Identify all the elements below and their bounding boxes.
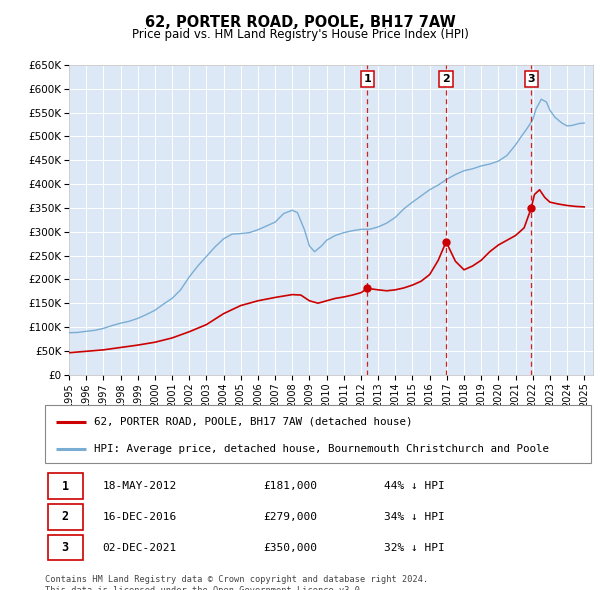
Text: 34% ↓ HPI: 34% ↓ HPI — [383, 512, 444, 522]
Text: 3: 3 — [62, 541, 69, 554]
Text: 2: 2 — [442, 74, 450, 84]
Text: 44% ↓ HPI: 44% ↓ HPI — [383, 481, 444, 491]
Text: 1: 1 — [62, 480, 69, 493]
Text: £181,000: £181,000 — [263, 481, 317, 491]
Text: £350,000: £350,000 — [263, 543, 317, 552]
FancyBboxPatch shape — [45, 405, 591, 463]
FancyBboxPatch shape — [48, 504, 83, 530]
Text: Contains HM Land Registry data © Crown copyright and database right 2024.
This d: Contains HM Land Registry data © Crown c… — [45, 575, 428, 590]
Text: 62, PORTER ROAD, POOLE, BH17 7AW: 62, PORTER ROAD, POOLE, BH17 7AW — [145, 15, 455, 30]
FancyBboxPatch shape — [48, 473, 83, 499]
Text: HPI: Average price, detached house, Bournemouth Christchurch and Poole: HPI: Average price, detached house, Bour… — [94, 444, 549, 454]
FancyBboxPatch shape — [48, 535, 83, 560]
Text: 3: 3 — [527, 74, 535, 84]
Text: 2: 2 — [62, 510, 69, 523]
Text: 18-MAY-2012: 18-MAY-2012 — [103, 481, 176, 491]
Text: 62, PORTER ROAD, POOLE, BH17 7AW (detached house): 62, PORTER ROAD, POOLE, BH17 7AW (detach… — [94, 417, 413, 427]
Text: 32% ↓ HPI: 32% ↓ HPI — [383, 543, 444, 552]
Text: Price paid vs. HM Land Registry's House Price Index (HPI): Price paid vs. HM Land Registry's House … — [131, 28, 469, 41]
Text: 1: 1 — [364, 74, 371, 84]
Text: £279,000: £279,000 — [263, 512, 317, 522]
Text: 16-DEC-2016: 16-DEC-2016 — [103, 512, 176, 522]
Text: 02-DEC-2021: 02-DEC-2021 — [103, 543, 176, 552]
